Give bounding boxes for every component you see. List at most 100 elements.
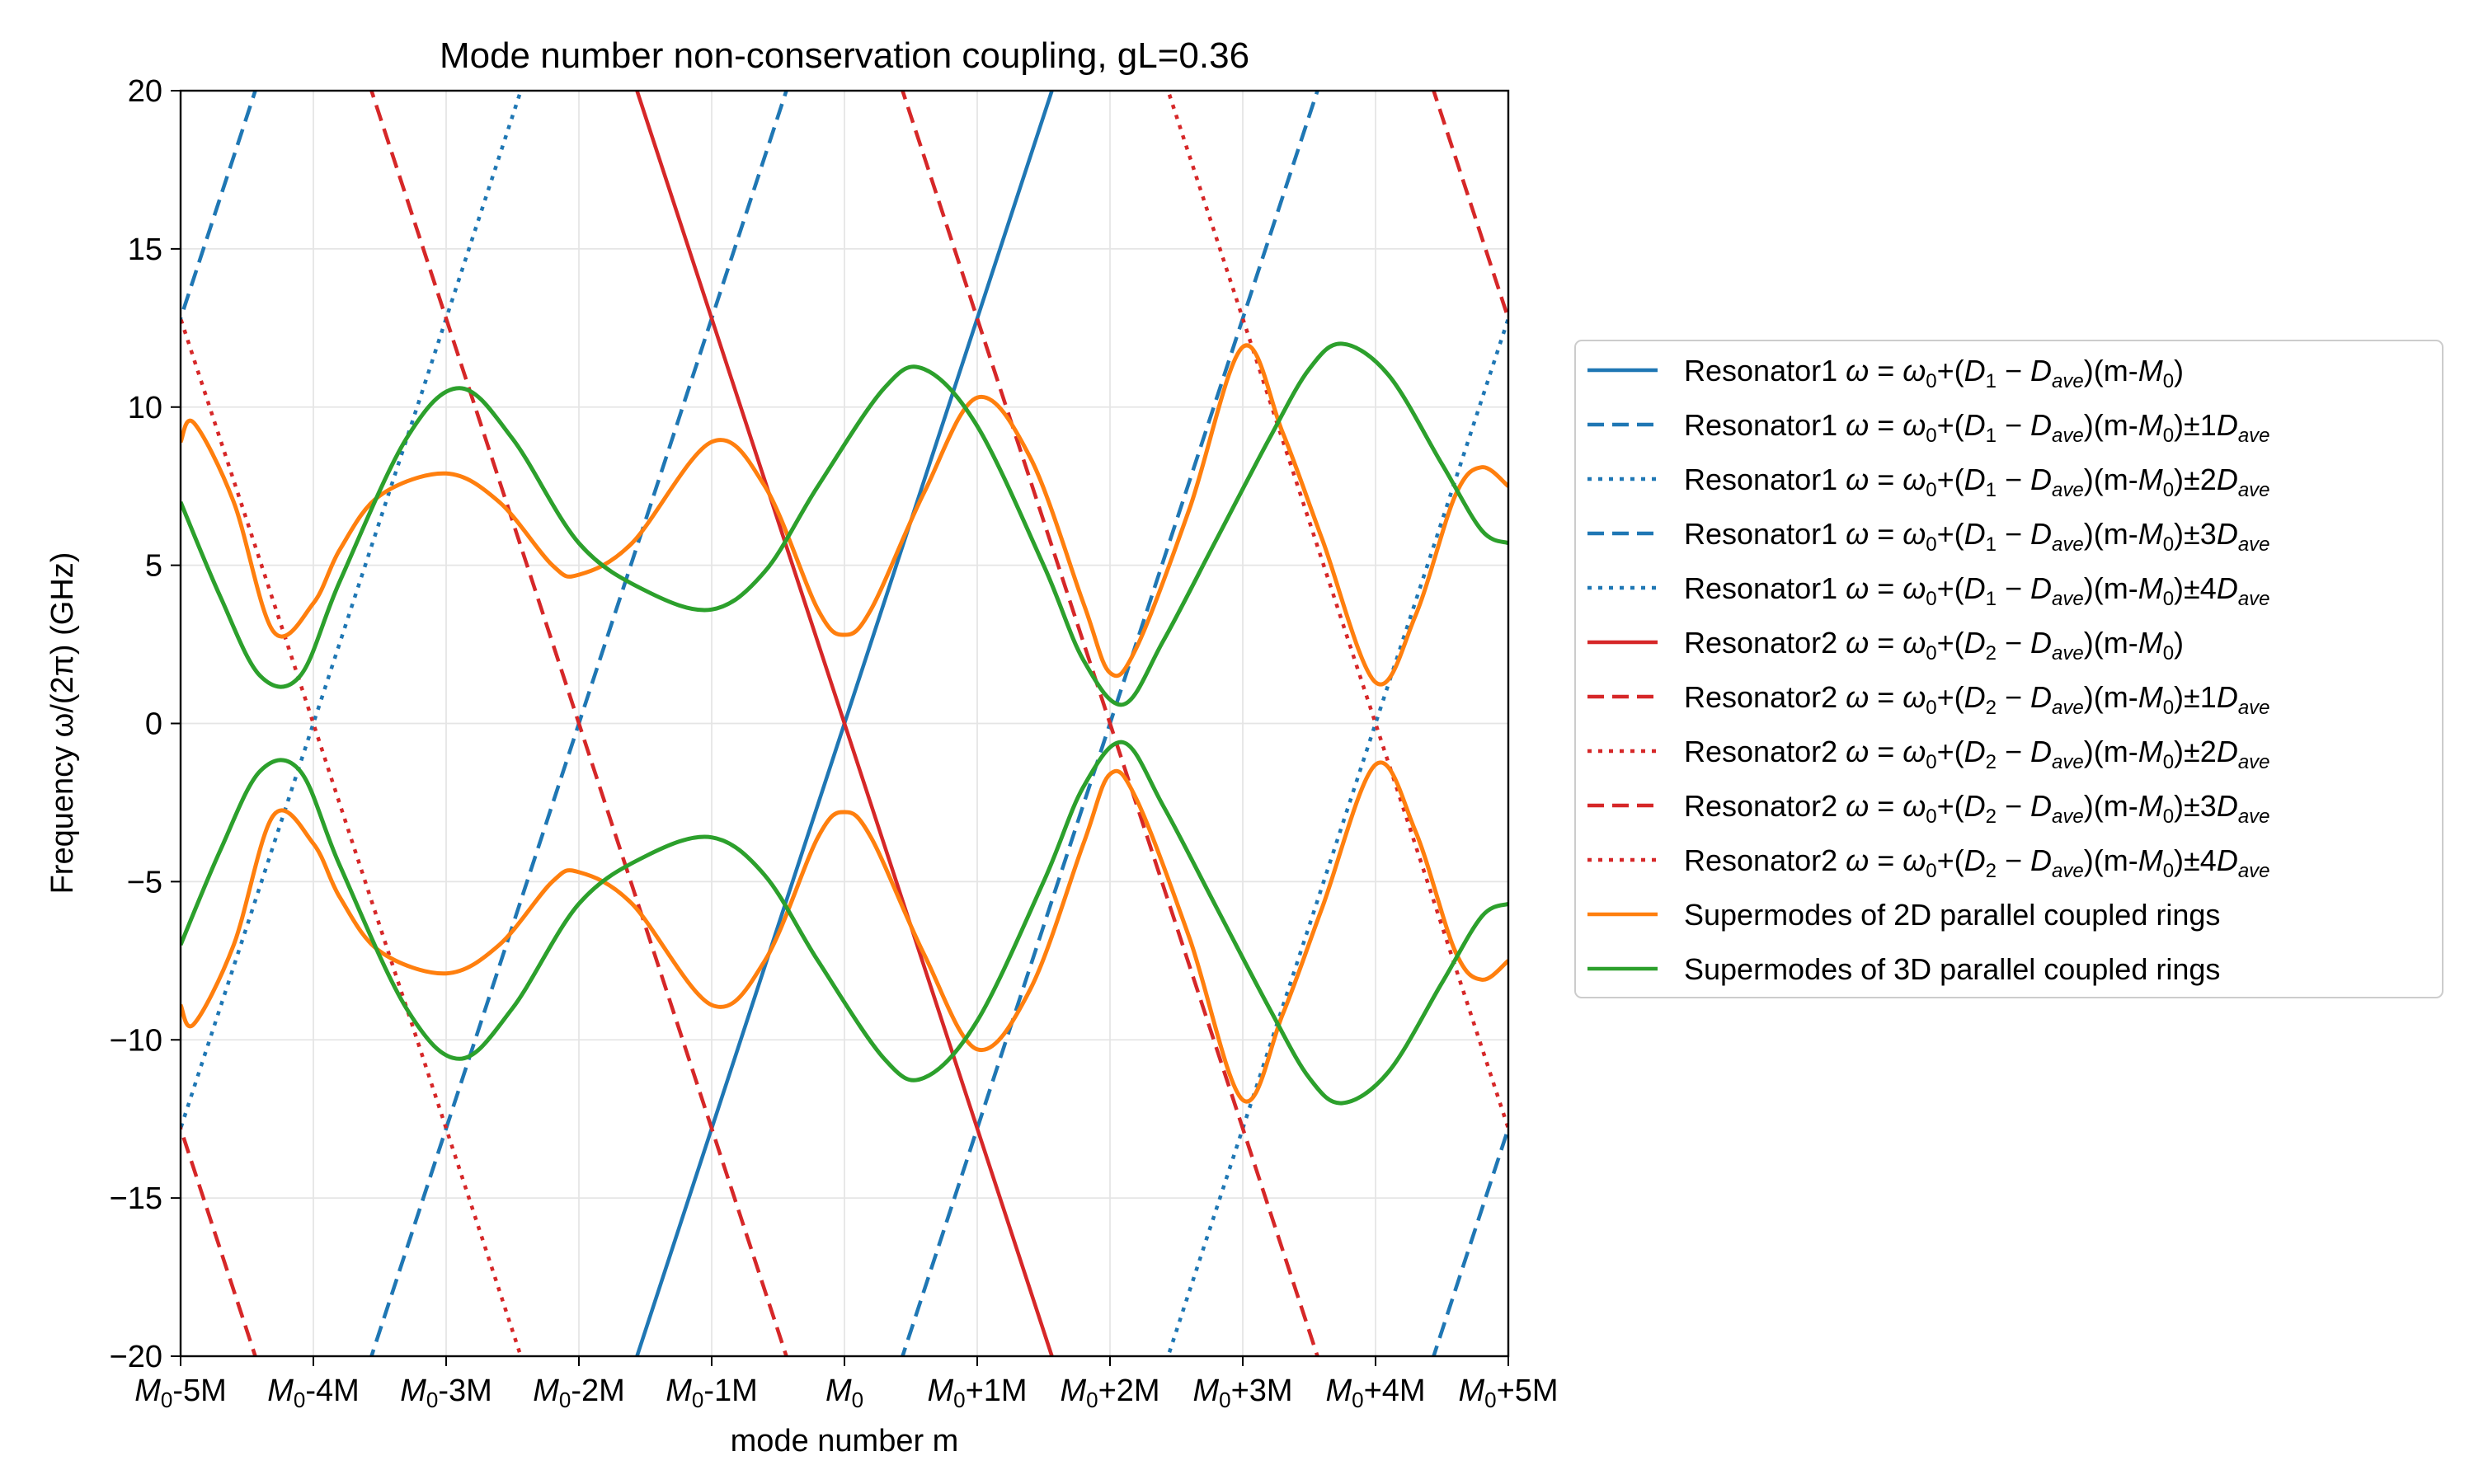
legend-d: D [1964,463,1986,496]
legend-m: )(m- [2084,626,2138,660]
x-tick-label-sub: 0 [426,1388,438,1412]
legend-equals: = [1869,735,1903,768]
legend-dave: D [2030,735,2052,768]
legend-d: D [1964,680,1986,714]
x-tick-label-main: M [1458,1374,1484,1408]
legend-omega: ω [1846,408,1869,442]
y-tick-label: −5 [127,865,162,899]
legend-item: Resonator1 ω = ω0+(D1 − Dave)(m-M0) [1587,354,2184,392]
legend-d-sub: 2 [1986,860,1997,882]
legend-label: Resonator2 ω = ω0+(D2 − Dave)(m-M0)±4Dav… [1684,843,2270,882]
legend-d-sub: 2 [1986,805,1997,828]
legend-d-sub: 2 [1986,642,1997,665]
legend-ave-sub: ave [2052,697,2084,719]
legend-M-sub: 0 [2163,860,2174,882]
x-tick-label: M0+3M [1192,1374,1292,1412]
resonator-lines [181,91,1508,1356]
legend-space [1837,408,1846,442]
legend-box [1574,340,2443,998]
legend-space [1837,571,1846,605]
legend-omega0: ω [1903,354,1926,387]
legend-close: ) [2174,571,2184,605]
legend-omega0: ω [1903,789,1926,823]
x-tick-label: M0+4M [1325,1374,1425,1412]
supermode-curve [181,740,1508,1106]
legend-close: ) [2174,354,2184,387]
x-tick-label-suffix: -1M [703,1374,757,1408]
legend-dave: D [2030,463,2052,496]
legend-omega: ω [1846,463,1869,496]
legend-resonator: Resonator1 [1684,354,1837,387]
y-tick-label: 0 [145,707,162,742]
legend-space [1837,789,1846,823]
legend: Resonator1 ω = ω0+(D1 − Dave)(m-M0)Reson… [1574,340,2443,998]
legend-items: Resonator1 ω = ω0+(D1 − Dave)(m-M0)Reson… [1587,354,2270,986]
legend-M: M [2138,843,2163,877]
legend-label: Resonator2 ω = ω0+(D2 − Dave)(m-M0)±1Dav… [1684,680,2270,719]
legend-m: )(m- [2084,408,2138,442]
legend-equals: = [1869,354,1903,387]
legend-ave-sub: ave [2052,805,2084,828]
legend-omega0: ω [1903,571,1926,605]
x-tick-label-suffix: -5M [172,1374,226,1408]
legend-label: Resonator1 ω = ω0+(D1 − Dave)(m-M0)±3Dav… [1684,517,2270,556]
legend-d-sub: 2 [1986,697,1997,719]
legend-dave: D [2030,354,2052,387]
x-tick-label-sub: 0 [559,1388,571,1412]
legend-sub: 0 [1926,860,1936,882]
legend-minus: − [1997,626,2030,660]
x-tick-label-main: M [134,1374,161,1408]
legend-d: D [1964,408,1986,442]
legend-dave: D [2030,843,2052,877]
legend-equals: = [1869,408,1903,442]
legend-M-sub: 0 [2163,425,2174,447]
x-axis-ticks: M0-5M M0-4M M0-3M M0-2M M0-1M M0 M0+1M M0+2M M0+… [134,1356,1559,1412]
legend-M: M [2138,354,2163,387]
y-tick-label: −10 [110,1023,162,1058]
x-tick-label-suffix: +2M [1098,1374,1160,1408]
legend-space [1837,735,1846,768]
x-tick-label-sub: 0 [1086,1388,1098,1412]
legend-suffix-sub: ave [2238,805,2270,828]
legend-suffix-sub: ave [2238,860,2270,882]
legend-item: Resonator2 ω = ω0+(D2 − Dave)(m-M0)±1Dav… [1587,680,2270,719]
legend-item: Resonator1 ω = ω0+(D1 − Dave)(m-M0)±1Dav… [1587,408,2270,447]
legend-dave: D [2030,571,2052,605]
legend-omega0: ω [1903,626,1926,660]
x-tick-label-sub: 0 [294,1388,305,1412]
x-tick-label-main: M [666,1374,692,1408]
legend-label: Supermodes of 2D parallel coupled rings [1684,898,2220,932]
supermode-curve [181,341,1508,707]
y-tick-label: 5 [145,549,162,584]
x-tick-label-main: M [927,1374,953,1408]
x-tick-label-suffix: +4M [1364,1374,1426,1408]
legend-paren: +( [1937,571,1964,605]
legend-resonator: Resonator2 [1684,735,1837,768]
legend-suffix-sub: ave [2238,751,2270,773]
legend-resonator: Resonator2 [1684,626,1837,660]
legend-suffix-d: D [2217,463,2238,496]
legend-M: M [2138,680,2163,714]
x-tick-label: M0-4M [267,1374,360,1412]
plot-area [181,91,1508,1356]
legend-m: )(m- [2084,571,2138,605]
legend-resonator: Resonator1 [1684,517,1837,551]
x-tick-label-main: M [533,1374,559,1408]
x-tick-label-sub: 0 [1219,1388,1230,1412]
legend-omega: ω [1846,517,1869,551]
legend-m: )(m- [2084,517,2138,551]
legend-suffix: ±2 [2184,735,2217,768]
x-tick-label: M0-2M [533,1374,625,1412]
legend-dave: D [2030,408,2052,442]
legend-ave-sub: ave [2052,860,2084,882]
legend-d-sub: 1 [1986,588,1997,610]
legend-M: M [2138,517,2163,551]
legend-omega0: ω [1903,735,1926,768]
legend-sub: 0 [1926,533,1936,556]
legend-minus: − [1997,735,2030,768]
legend-space [1837,680,1846,714]
legend-suffix: ±4 [2184,571,2217,605]
legend-close: ) [2174,735,2184,768]
y-axis-ticks: 20 15 10 5 0 −5 −10 −15 −20 [110,74,181,1374]
legend-label: Resonator2 ω = ω0+(D2 − Dave)(m-M0) [1684,626,2184,665]
